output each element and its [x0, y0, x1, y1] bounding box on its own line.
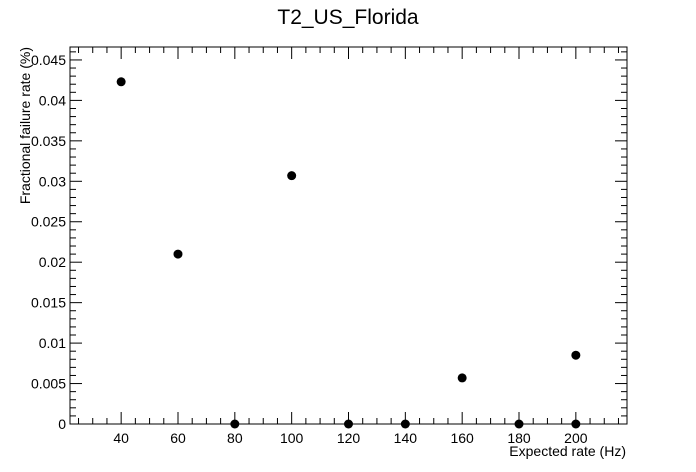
y-tick-label: 0.005	[31, 376, 66, 392]
y-axis-label: Fractional failure rate (%)	[17, 47, 33, 204]
y-tick-label: 0.04	[39, 92, 66, 108]
data-point-7	[514, 419, 524, 429]
y-tick-label: 0.035	[31, 133, 66, 149]
y-tick-label: 0.025	[31, 214, 66, 230]
x-axis-label: Expected rate (Hz)	[509, 443, 626, 459]
x-tick-label: 60	[170, 430, 186, 446]
y-tick-label: 0.01	[39, 335, 66, 351]
x-tick-label: 40	[113, 430, 129, 446]
data-point-1	[173, 249, 183, 259]
data-point-5	[400, 419, 410, 429]
x-tick-label: 100	[280, 430, 304, 446]
chart-title: T2_US_Florida	[277, 6, 419, 29]
data-point-3	[287, 171, 297, 181]
plot-frame	[69, 46, 628, 425]
y-tick-label: 0	[58, 416, 66, 432]
data-point-0	[116, 77, 126, 87]
data-point-8	[571, 350, 581, 360]
data-points	[116, 77, 581, 429]
x-tick-label: 180	[507, 430, 531, 446]
data-point-2	[230, 419, 240, 429]
x-axis-ticks: 40 60 80 100 120 140 160 180 200	[78, 47, 619, 446]
x-tick-label: 160	[450, 430, 474, 446]
y-tick-label: 0.045	[31, 52, 66, 68]
data-point-6	[457, 373, 467, 383]
x-tick-label: 120	[337, 430, 361, 446]
y-tick-label: 0.02	[39, 254, 66, 270]
y-axis-ticks: 0 0.005 0.01 0.015 0.02 0.025 0.03 0.035 0.04 0.0…	[31, 51, 627, 432]
x-tick-label: 200	[564, 430, 588, 446]
data-point-9	[571, 419, 581, 429]
x-tick-label: 140	[394, 430, 418, 446]
data-point-4	[344, 419, 353, 429]
y-tick-label: 0.03	[39, 173, 66, 189]
x-tick-label: 80	[227, 430, 243, 446]
y-tick-label: 0.015	[31, 295, 66, 311]
